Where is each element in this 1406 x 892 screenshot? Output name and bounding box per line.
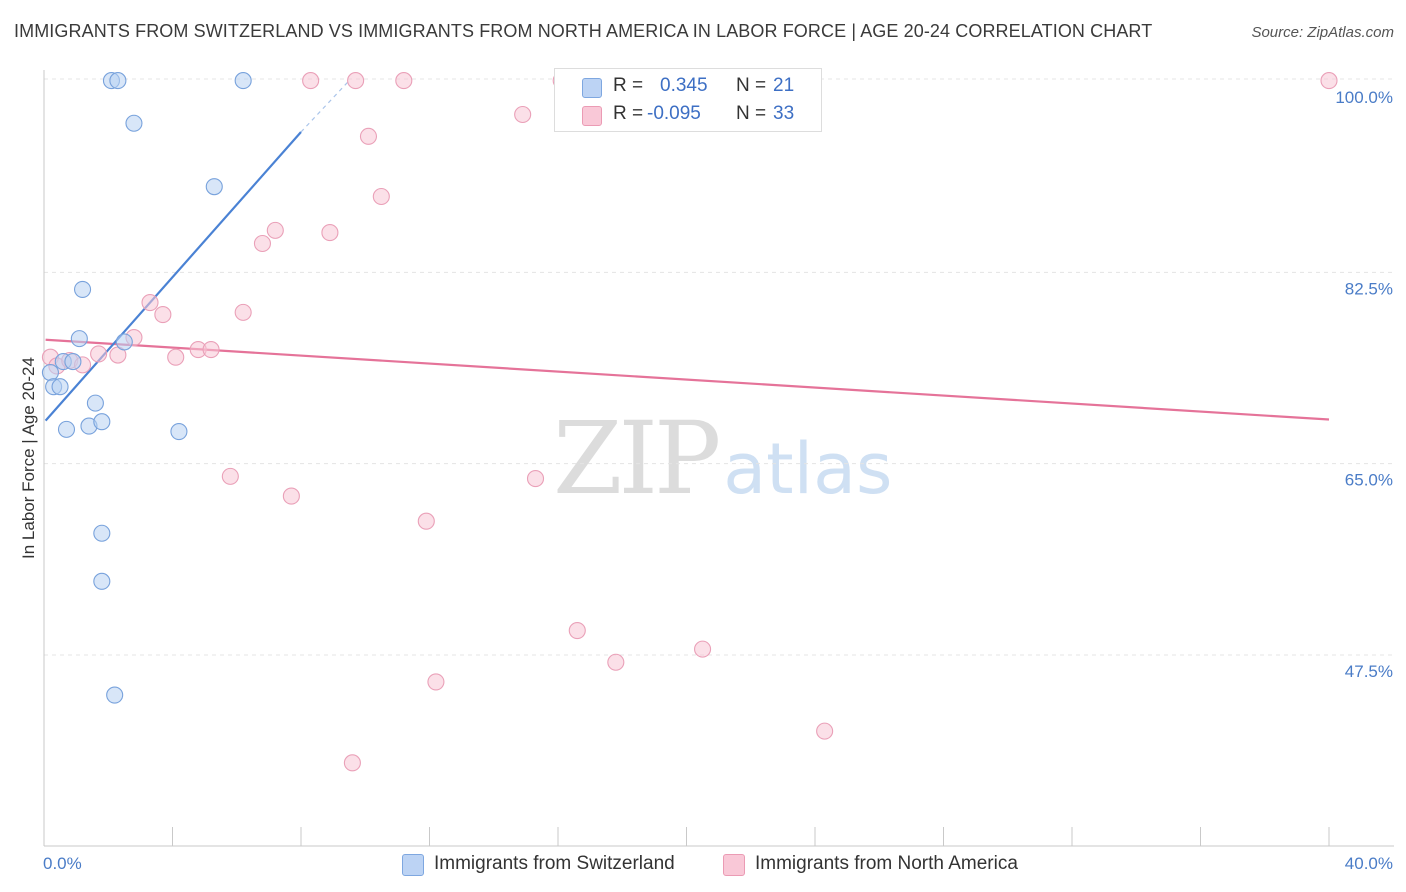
point-switzerland-5 [64, 353, 82, 371]
y-tick-labels: 100.0% 82.5% 65.0% 47.5% [1335, 88, 1393, 681]
legend-row-north-america: R = -0.095 N = 33 [555, 101, 821, 129]
point-north-america-12 [221, 467, 239, 485]
point-switzerland-20 [234, 72, 252, 90]
legend-n-value: 21 [773, 75, 795, 96]
point-switzerland-4 [57, 420, 76, 438]
point-switzerland-11 [93, 524, 111, 542]
y-tick-label-2: 65.0% [1345, 471, 1393, 490]
legend-n-value: 33 [773, 103, 795, 124]
y-tick-label-1: 82.5% [1345, 279, 1393, 298]
grid-lines [44, 78, 1394, 656]
point-switzerland-13 [106, 686, 124, 704]
point-switzerland-17 [125, 114, 143, 132]
point-north-america-18 [321, 224, 339, 242]
series-label-north-america: Immigrants from North America [755, 853, 1018, 874]
point-north-america-30 [607, 653, 625, 671]
point-switzerland-9 [86, 394, 104, 412]
series-label-switzerland: Immigrants from Switzerland [434, 853, 675, 874]
chart-title: IMMIGRANTS FROM SWITZERLAND VS IMMIGRANT… [14, 21, 1153, 41]
point-switzerland-18 [170, 423, 188, 441]
legend-n-label: N = [736, 75, 767, 96]
trend-lines [44, 80, 1330, 422]
watermark-atlas: atlas [723, 428, 893, 510]
x-tick-marks [172, 827, 1330, 846]
point-switzerland-7 [74, 280, 92, 298]
point-north-america-26 [514, 105, 532, 124]
point-switzerland-10 [93, 413, 111, 431]
legend-r-label: R = [613, 103, 644, 124]
legend-n-label: N = [736, 103, 767, 124]
point-switzerland-16 [109, 72, 127, 90]
point-north-america-4 [90, 345, 108, 363]
legend-r-label: R = [613, 75, 644, 96]
point-switzerland-14 [115, 333, 133, 351]
point-north-america-29 [568, 621, 586, 640]
point-north-america-32 [816, 722, 834, 740]
legend-swatch-switzerland [582, 78, 602, 98]
x-tick-label-min: 0.0% [43, 854, 82, 873]
point-north-america-8 [154, 306, 172, 324]
axes [43, 70, 1394, 847]
point-north-america-7 [141, 293, 159, 312]
point-north-america-31 [694, 640, 712, 658]
y-tick-label-3: 47.5% [1345, 662, 1393, 681]
point-north-america-22 [372, 187, 390, 206]
point-north-america-20 [347, 72, 365, 90]
point-north-america-17 [302, 72, 320, 90]
series-swatch-switzerland [402, 854, 424, 876]
watermark: ZIPatlas [553, 400, 892, 517]
point-switzerland-2 [51, 378, 69, 396]
legend-r-value: -0.095 [647, 103, 701, 124]
legend-row-switzerland: R = 0.345 N = 21 [555, 73, 821, 101]
point-north-america-24 [417, 512, 435, 530]
point-north-america-33 [1320, 72, 1338, 90]
point-switzerland-19 [205, 178, 223, 196]
point-north-america-27 [526, 470, 545, 488]
point-switzerland-12 [93, 572, 111, 590]
point-north-america-16 [282, 487, 300, 505]
series-legend: Immigrants from Switzerland Immigrants f… [0, 852, 1406, 878]
y-axis-label: In Labor Force | Age 20-24 [19, 357, 38, 559]
stats-legend: R = 0.345 N = 21 R = -0.095 N = 33 [554, 68, 822, 132]
point-north-america-23 [395, 72, 413, 90]
watermark-zip: ZIP [553, 400, 721, 517]
point-switzerland-6 [70, 330, 88, 348]
trend-line-switzerland-extension [300, 80, 350, 133]
point-switzerland-0 [41, 363, 59, 382]
point-north-america-11 [202, 341, 220, 359]
trend-line-north-america [45, 338, 1330, 421]
point-north-america-19 [343, 754, 361, 772]
trend-line-switzerland [44, 131, 302, 422]
legend-r-value: 0.345 [660, 75, 708, 96]
x-tick-label-max: 40.0% [1345, 854, 1393, 873]
source-credit: Source: ZipAtlas.com [1251, 24, 1394, 41]
series-swatch-north-america [723, 854, 745, 876]
point-north-america-13 [234, 303, 252, 321]
point-north-america-14 [253, 234, 272, 253]
point-north-america-9 [167, 348, 185, 366]
data-points [41, 72, 1338, 772]
point-north-america-25 [427, 673, 445, 691]
legend-swatch-north-america [582, 106, 602, 126]
point-north-america-15 [266, 221, 284, 239]
point-north-america-21 [359, 127, 378, 145]
y-tick-label-0: 100.0% [1335, 88, 1393, 107]
